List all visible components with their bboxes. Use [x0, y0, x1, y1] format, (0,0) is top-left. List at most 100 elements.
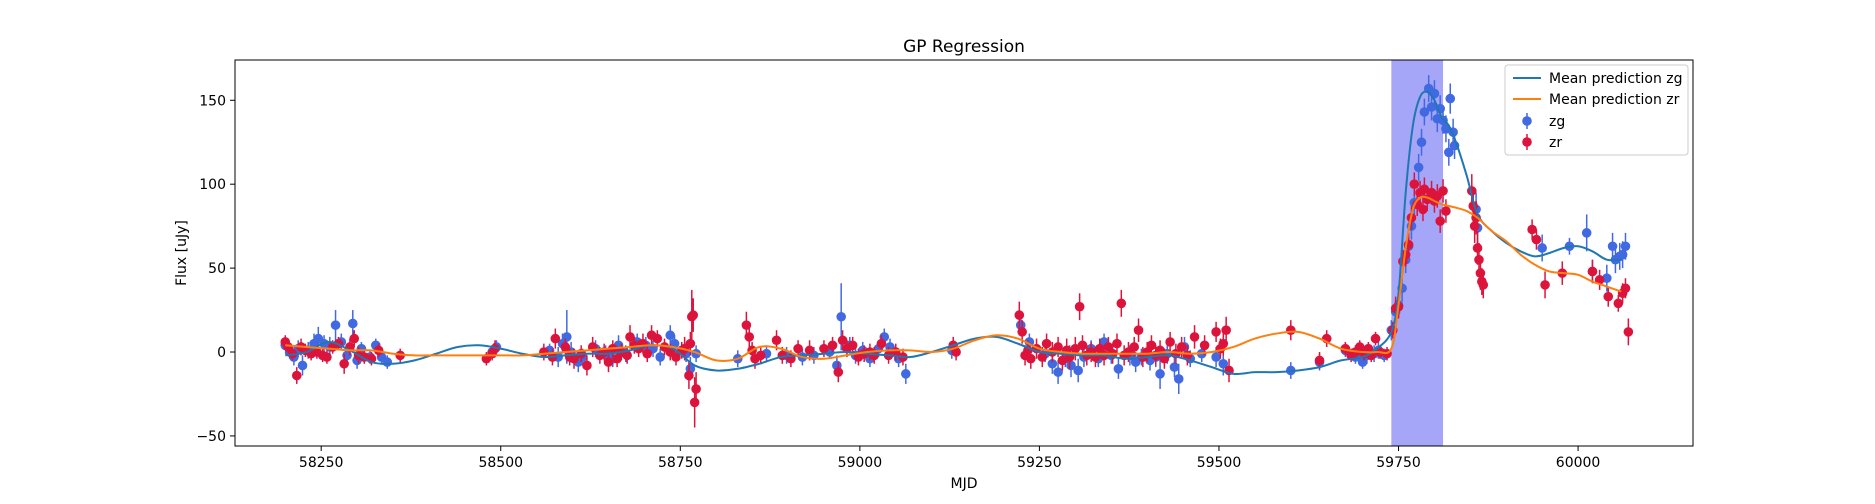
- legend-marker: [1522, 137, 1532, 147]
- data-point-zg: [1581, 214, 1592, 252]
- marker: [1053, 342, 1063, 352]
- axes-layer: [234, 59, 1694, 447]
- marker: [1416, 137, 1427, 148]
- marker: [876, 338, 887, 349]
- data-point-zr: [652, 330, 663, 347]
- data-point-zr: [688, 298, 699, 332]
- data-point-zr: [1531, 229, 1542, 250]
- legend-swatch-zr: [1522, 134, 1532, 150]
- data-point-zr: [1478, 271, 1489, 299]
- data-point-zr: [869, 346, 880, 364]
- x-tick-label: 59250: [1017, 455, 1062, 471]
- marker: [1537, 243, 1547, 253]
- axes-frame: [234, 59, 1694, 447]
- marker: [1474, 254, 1484, 265]
- marker: [804, 345, 815, 356]
- marker: [837, 335, 848, 346]
- x-tick-label: 60000: [1556, 455, 1601, 471]
- marker: [1623, 327, 1634, 337]
- marker: [1409, 179, 1420, 189]
- marker: [951, 347, 961, 357]
- marker: [330, 320, 341, 330]
- marker: [1113, 364, 1124, 374]
- data-point-zg: [297, 355, 308, 376]
- marker: [1594, 275, 1605, 285]
- marker: [1581, 228, 1592, 238]
- data-point-zr: [1189, 325, 1200, 349]
- data-point-zr: [349, 330, 360, 347]
- marker: [793, 343, 803, 354]
- marker: [869, 350, 880, 361]
- marker: [1211, 327, 1221, 337]
- marker: [847, 340, 858, 351]
- legend-label-zg: zg: [1549, 114, 1565, 130]
- marker: [836, 311, 846, 322]
- marker: [1133, 325, 1144, 336]
- legend-swatch-zg: [1522, 113, 1532, 129]
- highlight-span-layer: [1391, 60, 1444, 446]
- marker: [1047, 358, 1058, 369]
- data-point-zg: [330, 310, 341, 341]
- data-point-zg: [1413, 153, 1424, 181]
- data-point-zg: [1419, 98, 1430, 126]
- data-point-zg: [1444, 138, 1454, 166]
- data-point-zr: [1603, 286, 1614, 307]
- data-point-zg: [1113, 358, 1124, 379]
- marker: [1441, 206, 1451, 216]
- marker: [1169, 362, 1180, 372]
- marker: [550, 333, 561, 344]
- data-point-zg: [1073, 358, 1083, 383]
- data-point-zr: [1116, 289, 1127, 317]
- y-tick-label: 100: [199, 177, 226, 193]
- legend-label-mean-prediction-zg: Mean prediction zg: [1549, 71, 1683, 87]
- marker: [1418, 204, 1428, 215]
- legend-label-zr: zr: [1549, 135, 1562, 151]
- marker: [1540, 280, 1550, 290]
- marker: [1469, 221, 1480, 231]
- marker: [1221, 325, 1231, 336]
- marker: [1413, 162, 1424, 173]
- data-point-zr: [339, 353, 349, 374]
- chart-title: GP Regression: [903, 37, 1025, 57]
- data-point-zr: [1077, 335, 1088, 356]
- data-point-zr: [1133, 318, 1144, 342]
- line-layer: [285, 90, 1622, 376]
- marker: [755, 350, 766, 361]
- data-point-zr: [622, 346, 632, 364]
- marker: [1066, 360, 1076, 371]
- highlight-span: [1391, 60, 1444, 446]
- marker: [382, 357, 393, 367]
- data-point-zr: [1418, 197, 1428, 222]
- data-point-zg: [1620, 232, 1631, 260]
- marker: [1189, 332, 1200, 342]
- x-tick-label: 59750: [1376, 455, 1421, 471]
- marker: [901, 369, 911, 379]
- marker: [1444, 147, 1454, 158]
- marker: [1146, 340, 1157, 351]
- data-point-zr: [1540, 271, 1550, 299]
- data-point-zr: [793, 340, 803, 358]
- marker: [1602, 273, 1612, 283]
- data-point-zr: [1594, 269, 1605, 290]
- data-point-zr: [642, 345, 653, 363]
- marker: [562, 332, 572, 342]
- marker: [1070, 343, 1081, 354]
- marker: [1073, 365, 1083, 376]
- data-point-zr: [1112, 333, 1122, 354]
- x-tick-label: 58250: [299, 455, 344, 471]
- marker: [771, 335, 782, 346]
- marker: [569, 353, 579, 364]
- y-axis-label: Flux [uJy]: [174, 220, 190, 286]
- data-point-zg: [1053, 360, 1063, 384]
- legend-label-mean-prediction-zr: Mean prediction zr: [1549, 92, 1680, 108]
- marker: [691, 384, 701, 394]
- data-point-zr: [1613, 294, 1624, 312]
- marker: [1435, 216, 1445, 226]
- y-tick-label: 0: [217, 345, 226, 361]
- marker: [1613, 298, 1624, 309]
- marker: [1620, 241, 1631, 252]
- data-point-zg: [901, 363, 911, 384]
- marker: [1112, 338, 1122, 349]
- marker: [1199, 340, 1210, 351]
- marker: [688, 310, 699, 320]
